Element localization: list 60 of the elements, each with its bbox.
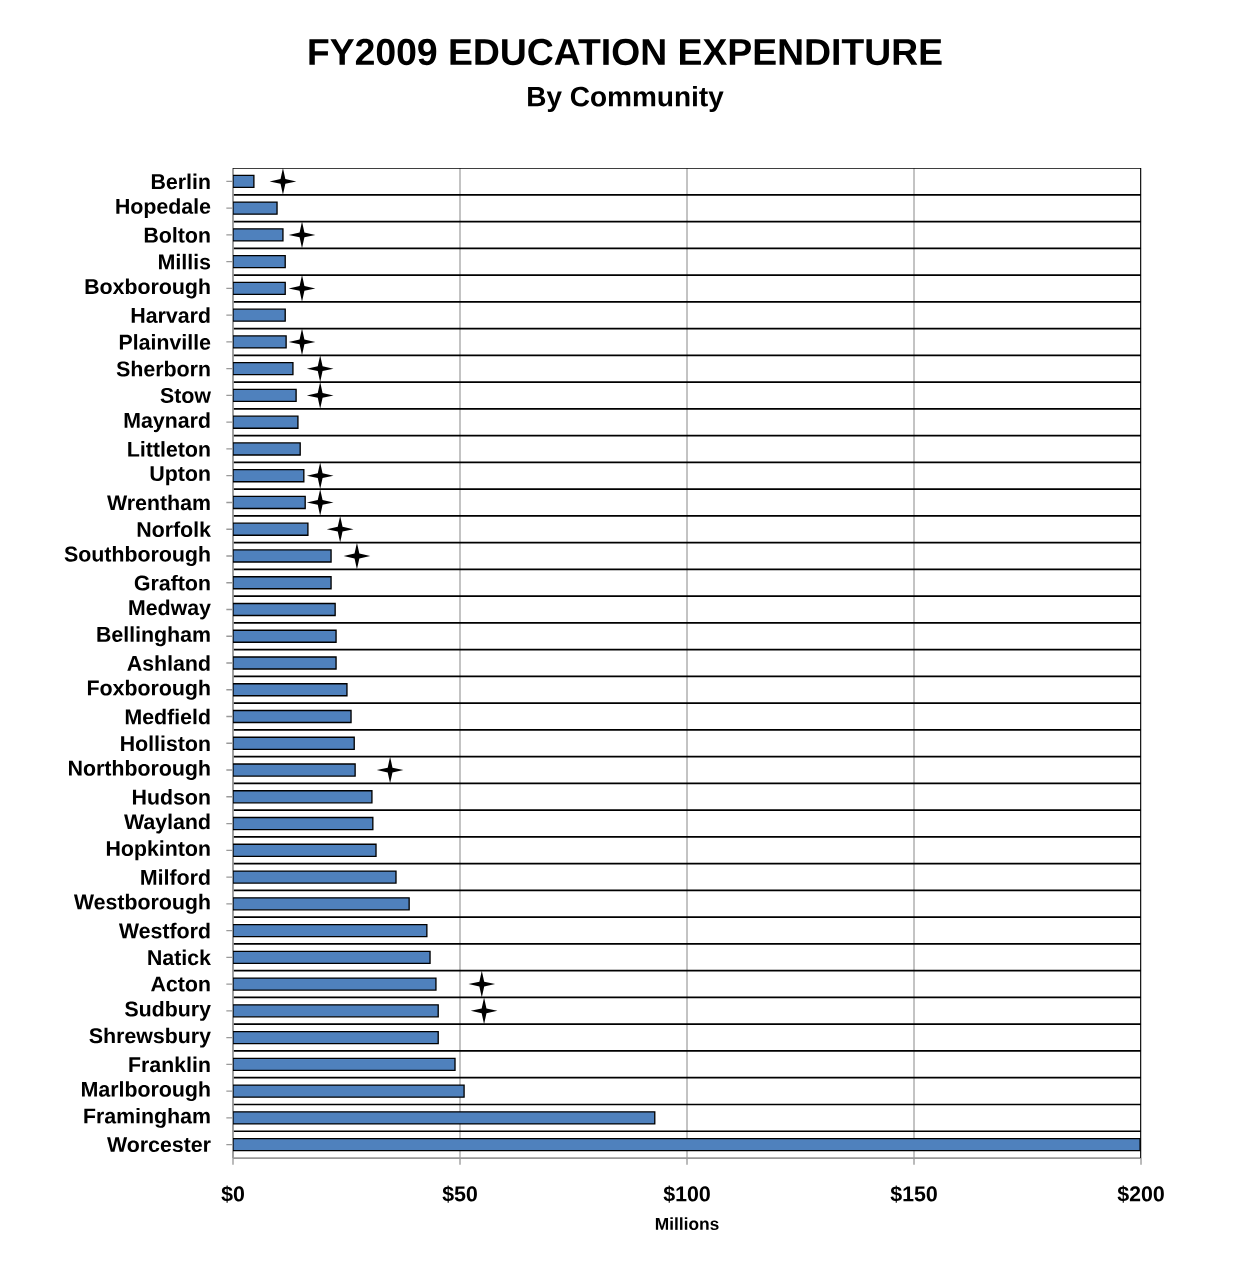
- y-tick-label: Framingham: [84, 1107, 210, 1128]
- x-tick-label: $0: [221, 1185, 244, 1203]
- bar: [233, 736, 355, 750]
- y-tick-label: Norfolk: [137, 521, 211, 538]
- y-tick-label: Sherborn: [116, 360, 210, 377]
- y-tick-label: Westford: [118, 922, 210, 939]
- y-tick-label: Wayland: [124, 813, 210, 834]
- bar: [233, 709, 352, 724]
- y-tick-label: Marlborough: [82, 1081, 210, 1102]
- bar: [233, 495, 306, 510]
- y-tick-label: Harvard: [131, 307, 210, 323]
- bar: [233, 790, 373, 804]
- y-tick-label: Stow: [160, 387, 211, 403]
- bar: [233, 1004, 439, 1018]
- y-tick-label: Medfield: [125, 708, 210, 725]
- y-tick-label: Millis: [159, 253, 211, 270]
- y-tick-label: Littleton: [128, 441, 210, 457]
- bar: [233, 950, 431, 965]
- y-tick-label: Berlin: [151, 173, 210, 190]
- bar: [233, 897, 410, 911]
- y-tick-label: Maynard: [124, 412, 210, 433]
- y-tick-label: Hopkinton: [106, 840, 210, 861]
- bar: [233, 1030, 439, 1045]
- x-tick-label: $150: [890, 1185, 937, 1203]
- y-tick-label: Acton: [151, 976, 210, 992]
- y-tick-label: Shrewsbury: [89, 1027, 211, 1048]
- y-tick-label: Ashland: [127, 655, 210, 671]
- y-tick-label: Hudson: [132, 788, 210, 805]
- x-tick-label: $50: [442, 1185, 477, 1203]
- chart-subtitle: By Community: [528, 85, 724, 113]
- bar: [233, 629, 337, 643]
- y-tick-label: Southborough: [64, 545, 210, 566]
- bar: [233, 1137, 1141, 1152]
- x-axis-title: Millions: [655, 1217, 719, 1231]
- bar: [233, 1057, 456, 1072]
- x-tick-label: $100: [663, 1185, 710, 1203]
- y-tick-label: Northborough: [69, 760, 210, 781]
- chart-title: FY2009 EDUCATION EXPENDITURE: [309, 38, 942, 66]
- y-tick-label: Plainville: [119, 334, 211, 350]
- bar: [233, 923, 428, 938]
- y-tick-label: Holliston: [121, 735, 210, 752]
- y-tick-label: Franklin: [129, 1056, 210, 1073]
- y-tick-label: Medway: [129, 599, 211, 620]
- bar: [233, 843, 377, 857]
- y-tick-label: Milford: [141, 869, 210, 885]
- y-tick-label: Hopedale: [116, 198, 211, 219]
- bar: [233, 816, 374, 831]
- y-tick-label: Bolton: [144, 227, 210, 243]
- y-tick-label: Westborough: [73, 893, 210, 914]
- bar: [233, 683, 348, 697]
- y-tick-label: Bellingham: [97, 626, 210, 647]
- y-tick-label: Boxborough: [85, 278, 210, 299]
- x-tick-label: $200: [1117, 1185, 1164, 1203]
- y-tick-label: Foxborough: [87, 679, 210, 700]
- y-tick-label: Wrentham: [107, 494, 210, 511]
- y-tick-label: Grafton: [134, 574, 210, 591]
- y-tick-label: Upton: [150, 466, 210, 486]
- y-tick-label: Natick: [148, 949, 211, 966]
- y-tick-label: Worcester: [107, 1137, 211, 1153]
- y-tick-label: Sudbury: [125, 1000, 211, 1021]
